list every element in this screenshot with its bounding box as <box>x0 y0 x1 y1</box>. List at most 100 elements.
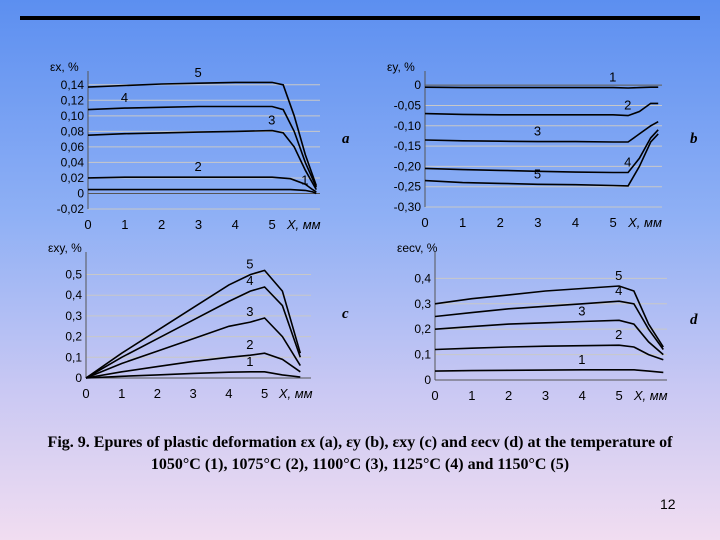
x-tick-label: 4 <box>572 215 579 230</box>
series-line-3 <box>424 120 659 143</box>
y-tick-label: 0,14 <box>61 78 85 92</box>
series-label-3: 3 <box>534 124 541 139</box>
series-label-2: 2 <box>615 327 622 342</box>
series-label-1: 1 <box>246 354 253 369</box>
series-line-5 <box>424 133 659 187</box>
y-tick-label: 0,04 <box>61 155 85 169</box>
series-label-2: 2 <box>624 98 631 113</box>
y-tick-label: 0,06 <box>61 140 85 154</box>
series-label-5: 5 <box>194 65 201 80</box>
x-tick-label: 5 <box>609 215 616 230</box>
series-line-5 <box>434 285 664 348</box>
series-label-5: 5 <box>534 166 541 181</box>
x-tick-label: 2 <box>158 217 165 232</box>
series-label-1: 1 <box>609 70 616 85</box>
y-axis-label: εy, % <box>387 60 415 74</box>
x-axis-label: X, мм <box>278 386 313 401</box>
y-tick-label: 0,4 <box>414 271 431 285</box>
x-tick-label: 1 <box>459 215 466 230</box>
y-axis-label: εecv, % <box>397 241 438 255</box>
series-label-4: 4 <box>246 273 253 288</box>
x-tick-label: 4 <box>232 217 239 232</box>
x-tick-label: 0 <box>431 388 438 403</box>
series-line-3 <box>87 129 317 190</box>
caption-line-2: 1050°C (1), 1075°C (2), 1100°C (3), 1125… <box>150 456 570 473</box>
y-tick-label: 0,3 <box>414 297 431 311</box>
series-line-1 <box>424 86 659 89</box>
series-line-1 <box>85 371 301 379</box>
x-axis-label: X, мм <box>633 388 668 403</box>
y-tick-label: 0,02 <box>61 171 85 185</box>
panel-letter-a: a <box>342 131 350 147</box>
series-line-4 <box>87 105 318 188</box>
series-label-1: 1 <box>578 352 585 367</box>
series-line-3 <box>85 317 301 379</box>
x-tick-label: 2 <box>497 215 504 230</box>
series-label-4: 4 <box>615 283 622 298</box>
x-tick-label: 3 <box>534 215 541 230</box>
series-line-5 <box>87 81 318 186</box>
y-tick-label: 0,1 <box>414 348 431 362</box>
y-tick-label: 0 <box>77 186 84 200</box>
series-label-4: 4 <box>121 90 128 105</box>
series-line-4 <box>85 286 302 379</box>
panel-letter-b: b <box>690 131 698 147</box>
y-tick-label: 0,10 <box>61 109 85 123</box>
figure-caption: Fig. 9. Epures of plastic deformation εx… <box>30 432 690 476</box>
x-tick-label: 5 <box>269 217 276 232</box>
series-label-3: 3 <box>578 304 585 319</box>
series-line-3 <box>434 319 664 356</box>
x-tick-label: 3 <box>542 388 549 403</box>
y-axis-label: εxy, % <box>48 241 82 255</box>
x-axis-label: X, мм <box>286 217 321 232</box>
y-tick-label: 0,4 <box>65 288 82 302</box>
series-line-2 <box>85 352 301 379</box>
series-line-4 <box>434 300 664 350</box>
y-tick-label: 0 <box>75 371 82 385</box>
x-tick-label: 1 <box>121 217 128 232</box>
series-line-2 <box>434 344 664 361</box>
x-tick-label: 4 <box>579 388 586 403</box>
x-tick-label: 0 <box>84 217 91 232</box>
series-label-2: 2 <box>194 159 201 174</box>
y-tick-label: 0,08 <box>61 124 85 138</box>
x-tick-label: 0 <box>421 215 428 230</box>
series-label-3: 3 <box>268 113 275 128</box>
series-label-4: 4 <box>624 154 631 169</box>
y-tick-label: 0,2 <box>65 330 82 344</box>
series-line-1 <box>434 369 664 374</box>
caption-line-1: Fig. 9. Epures of plastic deformation εx… <box>47 434 673 451</box>
x-tick-label: 3 <box>190 386 197 401</box>
series-line-2 <box>424 102 659 117</box>
x-tick-label: 2 <box>154 386 161 401</box>
x-tick-label: 4 <box>225 386 232 401</box>
series-label-1: 1 <box>301 172 308 187</box>
y-axis-label: εx, % <box>50 60 79 74</box>
y-tick-label: 0,12 <box>61 93 85 107</box>
series-label-5: 5 <box>615 268 622 283</box>
y-tick-label: -0,20 <box>394 159 422 173</box>
x-tick-label: 3 <box>195 217 202 232</box>
y-tick-label: -0,05 <box>394 98 422 112</box>
x-tick-label: 5 <box>616 388 623 403</box>
y-tick-label: 0,1 <box>65 350 82 364</box>
y-tick-label: -0,25 <box>394 180 422 194</box>
series-label-5: 5 <box>246 257 253 272</box>
y-tick-label: -0,10 <box>394 119 422 133</box>
y-tick-label: 0,5 <box>65 268 82 282</box>
page-number: 12 <box>660 496 676 512</box>
y-tick-label: -0,30 <box>394 200 422 214</box>
y-tick-label: 0 <box>424 373 431 387</box>
series-line-4 <box>424 129 659 174</box>
y-tick-label: 0,3 <box>65 309 82 323</box>
series-label-2: 2 <box>246 337 253 352</box>
series-line-5 <box>85 269 302 379</box>
series-label-3: 3 <box>246 304 253 319</box>
y-tick-label: 0,2 <box>414 322 431 336</box>
x-tick-label: 1 <box>118 386 125 401</box>
title-rule <box>20 16 700 20</box>
x-tick-label: 5 <box>261 386 268 401</box>
